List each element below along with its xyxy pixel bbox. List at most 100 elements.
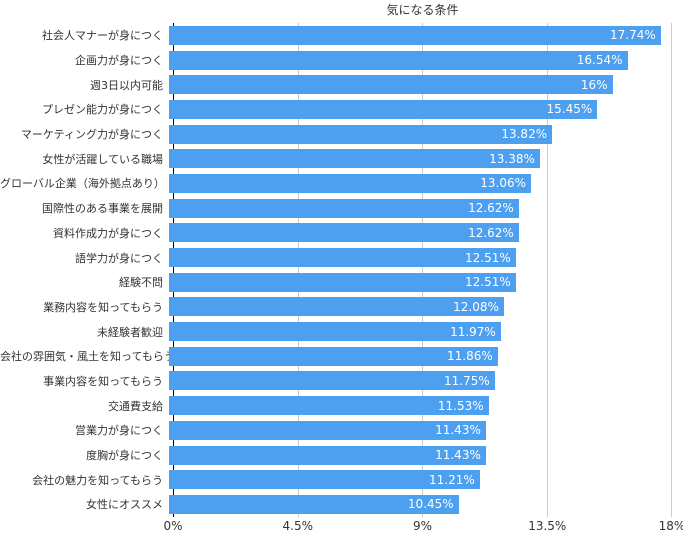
bar: 11.97% (169, 322, 501, 342)
chart-row: 語学力が身につく 12.51% (0, 245, 683, 270)
bar: 16% (169, 75, 613, 95)
category-label: 語学力が身につく (75, 251, 163, 265)
x-tick-label: 9% (412, 519, 433, 533)
bar-track: 12.51% (169, 248, 668, 268)
bar-track: 13.06% (169, 173, 668, 193)
category-label: 女性にオススメ (86, 498, 163, 512)
bar-track: 11.86% (169, 346, 668, 366)
chart-row: プレゼン能力が身につく 15.45% (0, 97, 683, 122)
bar-value-label: 11.43% (435, 448, 481, 463)
bar-track: 11.43% (169, 420, 668, 440)
chart-row: 営業力が身につく 11.43% (0, 418, 683, 443)
category-label: 度胸が身につく (86, 449, 163, 463)
bar: 11.53% (169, 396, 489, 416)
category-label: 国際性のある事業を展開 (42, 202, 163, 216)
category-label: グローバル企業（海外拠点あり） (0, 177, 165, 191)
bar-value-label: 12.51% (465, 275, 511, 290)
bar-value-label: 13.06% (480, 176, 527, 191)
chart-row: 国際性のある事業を展開 12.62% (0, 196, 683, 221)
bar-track: 16.54% (169, 50, 668, 70)
bar-track: 13.38% (169, 149, 668, 169)
bar: 11.75% (169, 371, 495, 391)
bar: 11.86% (169, 346, 498, 366)
category-label: 資料作成力が身につく (53, 226, 163, 240)
category-label: 女性が活躍している職場 (42, 152, 163, 166)
chart-row: 交通費支給 11.53% (0, 393, 683, 418)
bar: 16.54% (169, 50, 628, 70)
x-tick-label: 4.5% (282, 519, 314, 533)
gridline (671, 23, 672, 517)
bar-track: 17.74% (169, 25, 668, 45)
bar: 11.43% (169, 445, 486, 465)
bar: 13.06% (169, 173, 532, 193)
bar-track: 13.82% (169, 124, 668, 144)
chart-row: 度胸が身につく 11.43% (0, 443, 683, 468)
chart-row: 週3日以内可能 16% (0, 72, 683, 97)
bar-value-label: 11.53% (437, 398, 484, 413)
bar-value-label: 11.43% (435, 423, 481, 438)
bar: 13.82% (169, 124, 553, 144)
chart-row: 会社の雰囲気・風土を知ってもらう 11.86% (0, 344, 683, 369)
bar-track: 16% (169, 75, 668, 95)
chart-row: 業務内容を知ってもらう 12.08% (0, 295, 683, 320)
chart-row: 事業内容を知ってもらう 11.75% (0, 369, 683, 394)
chart-row: 未経験者歓迎 11.97% (0, 319, 683, 344)
bar-value-label: 12.51% (465, 250, 511, 265)
bar-value-label: 17.74% (610, 28, 656, 43)
bar-track: 10.45% (169, 494, 668, 514)
bar-track: 12.08% (169, 297, 668, 317)
bar-track: 11.21% (169, 470, 668, 490)
x-tick-label: 13.5% (528, 519, 567, 533)
gridline (297, 23, 299, 517)
bar-value-label: 12.08% (453, 299, 499, 314)
category-label: 経験不問 (119, 276, 163, 290)
bar: 12.62% (169, 223, 519, 243)
category-label: 業務内容を知ってもらう (43, 300, 163, 314)
bar-value-label: 12.62% (468, 225, 514, 240)
chart-row: 女性が活躍している職場 13.38% (0, 146, 683, 171)
plot-area (173, 23, 672, 517)
bar: 10.45% (169, 494, 459, 514)
bar-rows: 社会人マナーが身につく 17.74% 企画力が身につく 16.54% 週3日以内可能 16… (0, 23, 683, 517)
bar: 13.38% (169, 149, 540, 169)
category-label: 社会人マナーが身につく (42, 29, 163, 43)
bar-track: 12.62% (169, 223, 668, 243)
gridline (546, 23, 548, 517)
category-label: 企画力が身につく (75, 54, 163, 68)
category-label: 未経験者歓迎 (97, 325, 163, 339)
bar-value-label: 11.86% (447, 349, 493, 364)
x-tick-label: 0% (163, 519, 183, 533)
gridline (422, 23, 423, 517)
chart-row: 企画力が身につく 16.54% (0, 48, 683, 73)
bar-value-label: 12.62% (468, 201, 514, 216)
bar-track: 11.75% (169, 371, 668, 391)
chart-row: 女性にオススメ 10.45% (0, 492, 683, 517)
chart-row: 社会人マナーが身につく 17.74% (0, 23, 683, 48)
bar-value-label: 13.38% (489, 151, 535, 166)
chart-row: 会社の魅力を知ってもらう 11.21% (0, 467, 683, 492)
bar-track: 12.62% (169, 198, 668, 218)
category-label: 会社の雰囲気・風土を知ってもらう (0, 350, 175, 364)
chart-title: 気になる条件 (386, 3, 459, 17)
category-label: マーケティング力が身につく (20, 128, 163, 142)
bar-track: 11.43% (169, 445, 668, 465)
bar: 12.62% (169, 198, 519, 218)
bar-value-label: 16.54% (576, 53, 623, 68)
bar: 17.74% (169, 25, 661, 45)
bar-value-label: 13.82% (501, 127, 548, 142)
bar-track: 12.51% (169, 272, 668, 292)
x-tick-label: 18% (658, 519, 683, 533)
bar-value-label: 16% (580, 77, 608, 92)
bar: 12.51% (169, 248, 516, 268)
category-label: 交通費支給 (108, 399, 163, 413)
bar: 11.43% (169, 420, 486, 440)
chart-row: 経験不問 12.51% (0, 270, 683, 295)
category-label: 会社の魅力を知ってもらう (32, 473, 163, 487)
category-label: 週3日以内可能 (90, 78, 163, 92)
bar-value-label: 15.45% (546, 102, 593, 117)
category-label: 営業力が身につく (75, 424, 163, 438)
category-label: 事業内容を知ってもらう (43, 374, 163, 388)
bar-track: 11.97% (169, 322, 668, 342)
bar-value-label: 11.21% (429, 472, 475, 487)
